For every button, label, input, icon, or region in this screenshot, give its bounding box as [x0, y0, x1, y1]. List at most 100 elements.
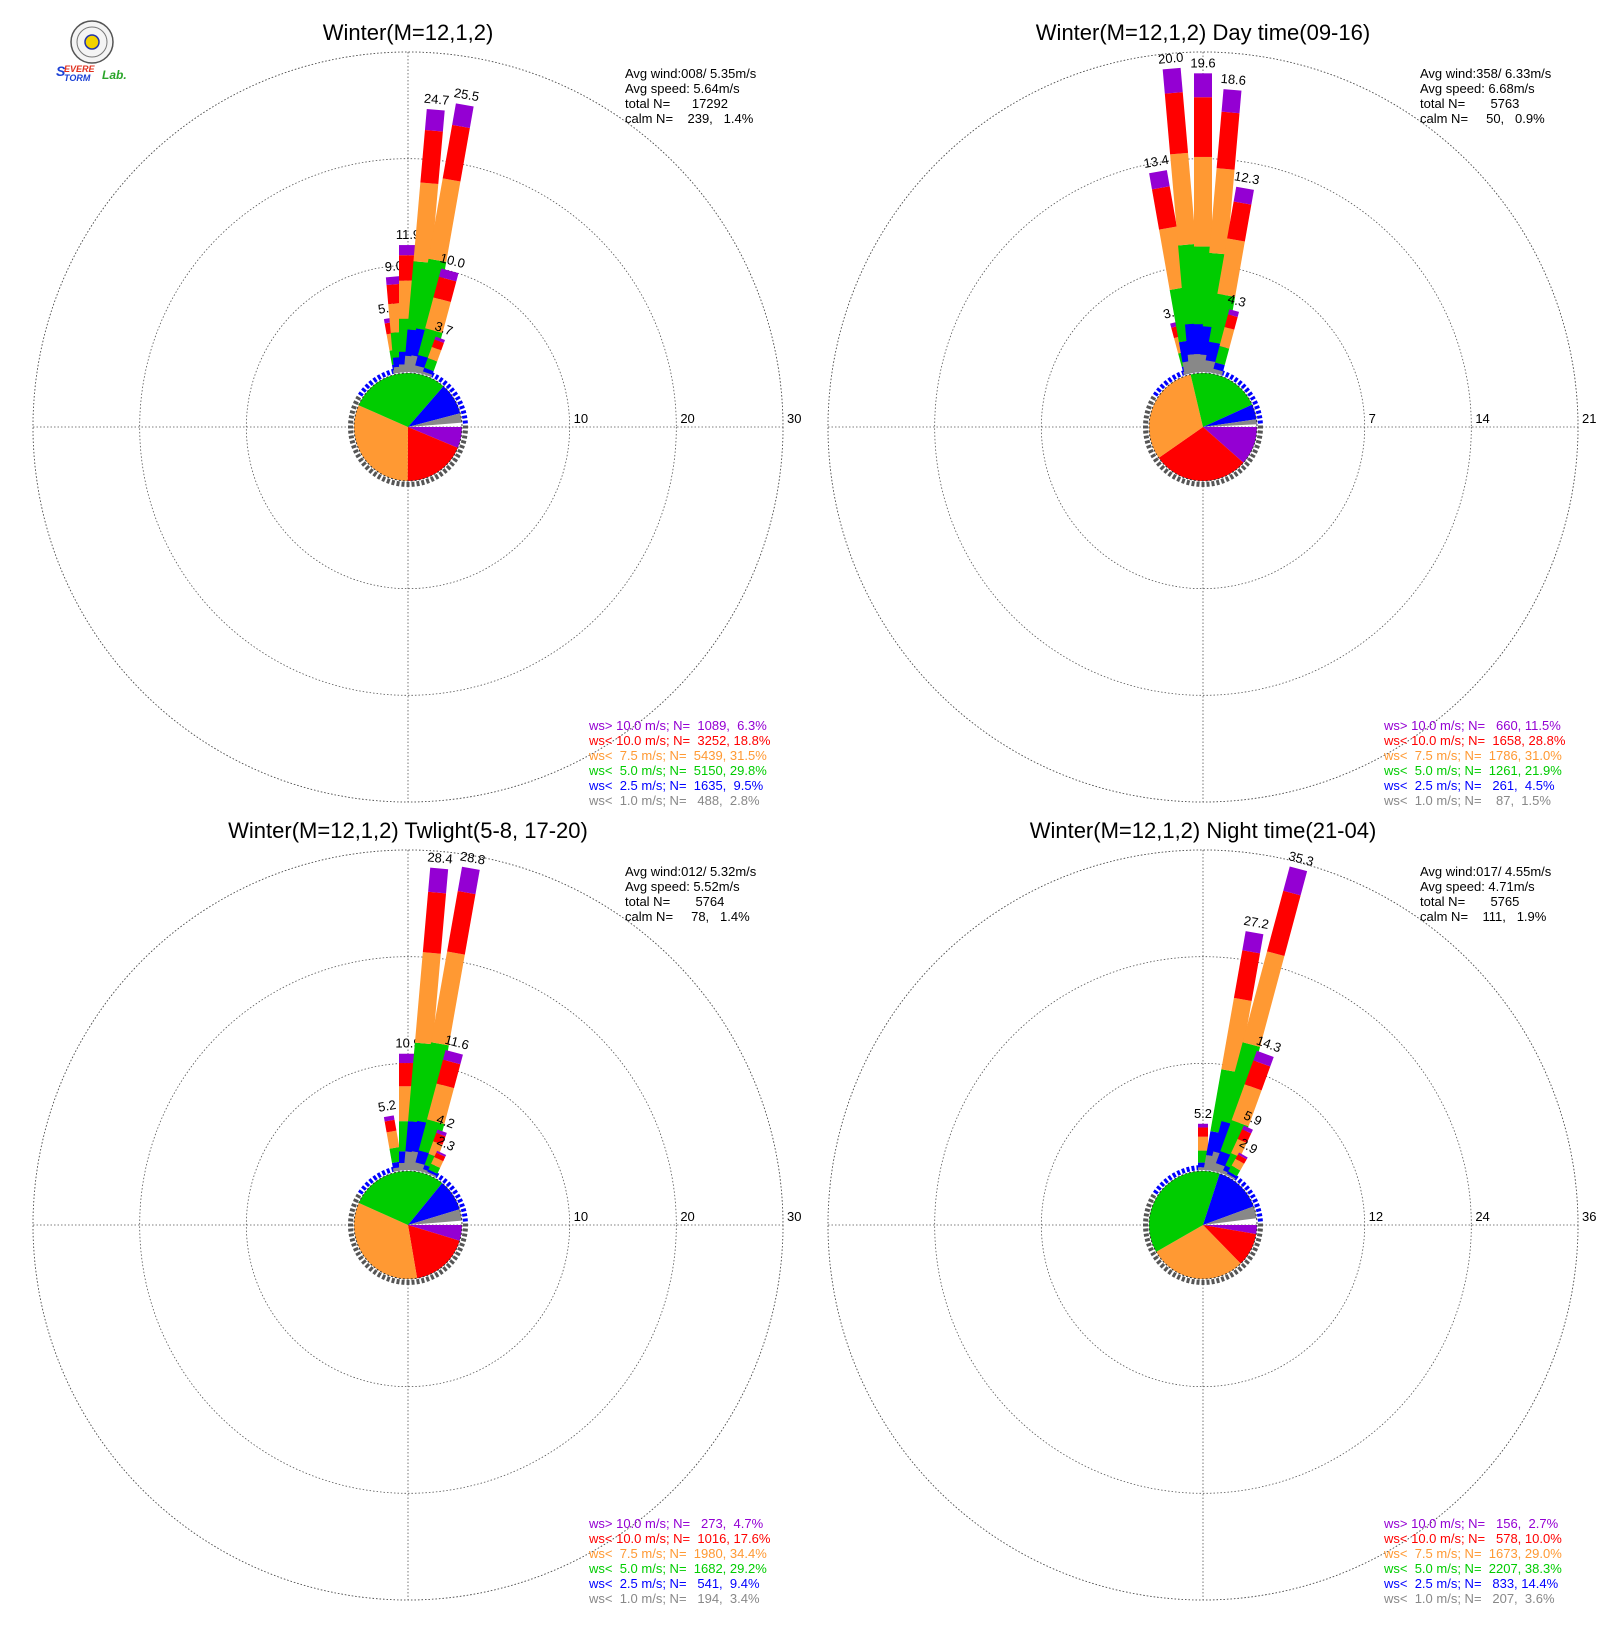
legend-entry: ws< 7.5 m/s; N= 1673, 29.0%	[1383, 1546, 1562, 1561]
rim-tick	[1147, 1198, 1154, 1204]
stat-line: Avg speed: 4.71m/s	[1420, 879, 1535, 894]
bar-segment	[1242, 1125, 1253, 1134]
rim-tick	[449, 1259, 455, 1265]
bar-segment	[417, 1042, 449, 1124]
rim-tick	[368, 468, 374, 474]
rim-tick	[449, 387, 455, 393]
pie-slice	[353, 1202, 418, 1280]
bar-segment	[422, 371, 433, 378]
rim-tick	[381, 476, 387, 483]
rim-tick	[1244, 387, 1250, 393]
rim-tick	[445, 464, 452, 471]
legend-entry: ws< 7.5 m/s; N= 1786, 31.0%	[1383, 748, 1562, 763]
bar-label: 25.5	[453, 85, 481, 104]
rim-tick	[1240, 1181, 1247, 1188]
rim-tick	[361, 461, 367, 467]
rim-tick	[416, 1278, 420, 1285]
rim-tick	[1186, 1277, 1191, 1284]
rim-tick	[438, 1269, 444, 1276]
bar-segment	[1233, 950, 1261, 1001]
rim-tick	[434, 1271, 440, 1278]
rim-tick	[1163, 468, 1169, 474]
bar-segment	[424, 108, 445, 132]
legend-entry: ws< 10.0 m/s; N= 3252, 18.8%	[588, 733, 771, 748]
bar-label: 24.7	[423, 91, 450, 108]
rim-tick	[1215, 1277, 1220, 1284]
rim-tick	[381, 371, 387, 378]
rim-tick	[391, 479, 396, 486]
chart-title: Winter(M=12,1,2) Day time(09-16)	[1036, 20, 1370, 45]
rim-tick	[1152, 391, 1159, 397]
rim-tick	[1163, 380, 1169, 386]
bar-segment	[452, 103, 474, 128]
rim-tick	[1233, 376, 1239, 383]
bar-segment	[1242, 951, 1285, 1047]
rim-tick	[357, 457, 364, 463]
rim-tick	[459, 1203, 465, 1208]
rim-tick	[376, 473, 382, 480]
rim-tick	[386, 478, 391, 484]
rim-tick	[1244, 1185, 1250, 1191]
bar-segment	[1212, 368, 1224, 376]
rim-tick	[449, 461, 455, 467]
rim-tick	[1254, 1242, 1260, 1247]
ring-label-24: 24	[1475, 1209, 1489, 1224]
rim-tick	[460, 1208, 467, 1213]
rim-tick	[386, 1168, 391, 1174]
legend-entry: ws> 10.0 m/s; N= 273, 4.7%	[588, 1516, 764, 1531]
bar-label: 5.2	[377, 1097, 397, 1115]
rim-tick	[459, 1242, 465, 1247]
rim-tick	[1237, 1266, 1243, 1272]
rim-tick	[1247, 391, 1254, 397]
stat-line: Avg wind:008/ 5.35m/s	[625, 66, 757, 81]
bar-segment	[443, 1050, 463, 1065]
rim-tick	[351, 444, 357, 449]
rim-tick	[454, 1251, 461, 1257]
rim-tick	[461, 415, 468, 419]
legend-entry: ws< 7.5 m/s; N= 1980, 34.4%	[588, 1546, 767, 1561]
bar-segment	[457, 866, 480, 895]
pie-slice	[1203, 419, 1257, 427]
legend-entry: ws< 2.5 m/s; N= 541, 9.4%	[588, 1576, 760, 1591]
bar-segment	[428, 178, 461, 262]
rim-tick	[1159, 1262, 1166, 1269]
rim-tick	[352, 1198, 359, 1204]
bar-segment	[1237, 1129, 1252, 1144]
bar-segment	[1220, 1120, 1249, 1158]
rim-tick	[368, 1178, 374, 1184]
rim-tick	[1252, 448, 1259, 454]
rim-tick	[1186, 479, 1191, 486]
rim-tick	[1256, 435, 1263, 439]
bar-label: 5.9	[1241, 1107, 1264, 1128]
rim-tick	[1181, 1168, 1186, 1174]
legend-entry: ws< 2.5 m/s; N= 1635, 9.5%	[588, 778, 764, 793]
svg-text:Lab.: Lab.	[102, 68, 127, 82]
stat-line: total N= 17292	[625, 96, 728, 111]
rim-tick	[355, 1193, 362, 1199]
bar-label: 27.2	[1243, 913, 1271, 932]
bar-segment	[1198, 1162, 1208, 1168]
bar-segment	[1149, 170, 1170, 190]
rim-tick	[1256, 1233, 1263, 1237]
bar-segment	[424, 358, 438, 372]
rim-tick	[416, 480, 420, 487]
rim-tick	[1144, 410, 1151, 415]
rim-tick	[1229, 473, 1235, 480]
stat-line: Avg speed: 6.68m/s	[1420, 81, 1535, 96]
rim-tick	[1143, 415, 1150, 419]
rim-tick	[1254, 444, 1260, 449]
bar-segment	[426, 1083, 454, 1125]
rim-tick	[352, 400, 359, 406]
bar-segment	[1235, 1154, 1247, 1164]
rim-tick	[1150, 453, 1157, 459]
ring-20	[139, 956, 677, 1494]
rim-tick	[1150, 1251, 1157, 1257]
bar-dir-20	[1213, 1050, 1274, 1177]
bar-segment	[434, 1152, 446, 1162]
bar-segment	[431, 1157, 444, 1168]
legend-entry: ws< 10.0 m/s; N= 578, 10.0%	[1383, 1531, 1562, 1546]
legend-entry: ws> 10.0 m/s; N= 1089, 6.3%	[588, 718, 767, 733]
rim-tick	[1252, 400, 1259, 406]
bar-segment	[436, 1059, 461, 1089]
rim-tick	[368, 380, 374, 386]
